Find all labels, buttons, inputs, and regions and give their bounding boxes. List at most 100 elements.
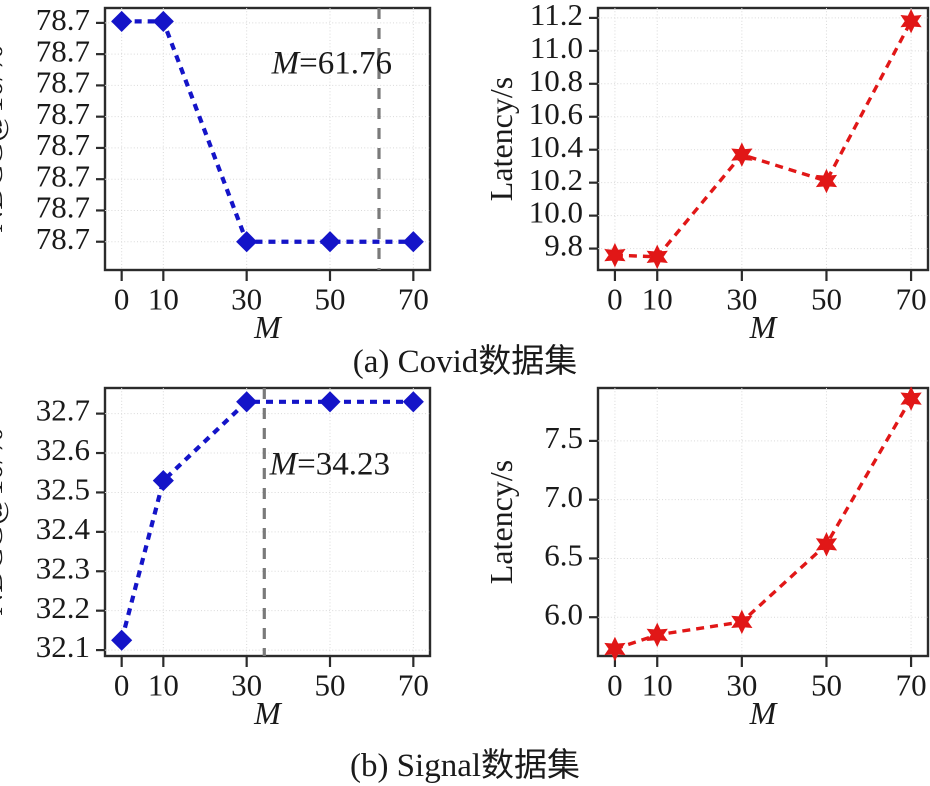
x-axis: 0 10 30 50 70 bbox=[114, 656, 429, 702]
y-tick-label: 11.0 bbox=[530, 30, 583, 65]
x-tick-label: 70 bbox=[896, 281, 927, 316]
data-point-marker bbox=[604, 242, 626, 268]
x-tick-label: 70 bbox=[398, 667, 429, 702]
data-point-marker bbox=[731, 142, 753, 167]
y-tick-label: 32.1 bbox=[36, 629, 90, 664]
data-point-marker bbox=[111, 10, 133, 32]
x-tick-label: 0 bbox=[607, 281, 623, 316]
panel-signal-ndcg: 32.1 32.2 32.3 32.4 32.5 32.6 32.7 0 10 30 50 70 M ND… bbox=[0, 386, 432, 731]
x-tick-label: 70 bbox=[896, 667, 927, 702]
plot-frame bbox=[103, 386, 432, 658]
y-tick-label: 10.8 bbox=[529, 63, 583, 98]
x-axis-title: M bbox=[749, 695, 779, 731]
x-tick-label: 70 bbox=[398, 281, 429, 316]
y-axis-title: NDCG@10/% bbox=[0, 45, 9, 233]
data-point-marker bbox=[815, 532, 838, 557]
data-point-marker bbox=[646, 244, 668, 270]
threshold-label: M=34.23 bbox=[269, 447, 390, 483]
x-tick-label: 30 bbox=[231, 281, 262, 316]
grid bbox=[105, 8, 430, 270]
y-tick-label: 11.2 bbox=[530, 0, 583, 32]
x-tick-label: 0 bbox=[114, 667, 130, 702]
data-point-marker bbox=[236, 391, 258, 413]
grid bbox=[598, 8, 928, 270]
y-tick-label: 78.7 bbox=[36, 2, 90, 37]
caption-covid: (a) Covid数据集 bbox=[352, 344, 578, 380]
y-tick-label: 32.4 bbox=[36, 511, 91, 546]
y-tick-label: 32.6 bbox=[36, 432, 90, 467]
y-tick-label: 7.0 bbox=[544, 479, 583, 514]
data-point-marker bbox=[152, 470, 174, 492]
x-tick-label: 50 bbox=[811, 667, 842, 702]
x-tick-label: 10 bbox=[148, 281, 179, 316]
x-tick-label: 50 bbox=[811, 281, 842, 316]
x-axis-title: M bbox=[253, 695, 283, 731]
y-axis: 9.810.010.210.410.610.811.011.2 bbox=[529, 0, 598, 263]
data-point-marker bbox=[319, 391, 341, 413]
series-markers bbox=[604, 386, 922, 662]
y-tick-label: 78.7 bbox=[36, 221, 90, 256]
data-point-marker bbox=[402, 391, 424, 413]
data-point-marker bbox=[111, 629, 133, 651]
panel-covid-ndcg: 78.7 78.7 78.7 78.7 78.7 78.7 78.7 78.7 0 10 30 50 7… bbox=[0, 2, 432, 345]
x-tick-label: 30 bbox=[726, 281, 757, 316]
data-point-marker bbox=[319, 231, 341, 253]
y-axis: 32.1 32.2 32.3 32.4 32.5 32.6 32.7 bbox=[36, 393, 105, 664]
panel-signal-latency: 6.0 6.5 7.0 7.5 0 10 30 50 70 M Latency/s bbox=[483, 386, 930, 731]
grid bbox=[598, 388, 928, 656]
x-axis: 0 10 30 50 70 bbox=[607, 270, 927, 316]
y-tick-label: 78.7 bbox=[36, 96, 90, 131]
x-tick-label: 50 bbox=[315, 667, 346, 702]
y-tick-label: 6.0 bbox=[544, 596, 583, 631]
y-tick-label: 10.4 bbox=[529, 129, 584, 164]
y-tick-label: 10.2 bbox=[529, 162, 583, 197]
x-axis-title: M bbox=[253, 309, 283, 345]
plot-frame bbox=[596, 386, 930, 658]
y-axis-title: Latency/s bbox=[483, 460, 519, 584]
data-point-marker bbox=[900, 8, 922, 34]
x-tick-label: 0 bbox=[607, 667, 623, 702]
x-tick-label: 30 bbox=[231, 667, 262, 702]
y-tick-label: 9.8 bbox=[544, 228, 583, 263]
y-axis: 6.0 6.5 7.0 7.5 bbox=[544, 420, 598, 631]
threshold-label: M=61.76 bbox=[271, 46, 392, 82]
x-tick-label: 30 bbox=[726, 667, 757, 702]
x-axis: 0 10 30 50 70 bbox=[114, 270, 429, 316]
y-axis-title: Latency/s bbox=[483, 77, 519, 201]
plot-frame bbox=[103, 6, 432, 272]
y-axis-title: NDCG@10/% bbox=[0, 428, 9, 616]
x-tick-label: 0 bbox=[114, 281, 130, 316]
y-tick-label: 32.7 bbox=[36, 393, 90, 428]
series-markers bbox=[111, 10, 424, 253]
y-tick-label: 10.0 bbox=[529, 195, 583, 230]
data-point-marker bbox=[604, 636, 626, 662]
data-point-marker bbox=[900, 386, 922, 411]
series-markers bbox=[111, 391, 424, 651]
y-tick-label: 10.6 bbox=[529, 96, 583, 131]
y-tick-label: 32.2 bbox=[36, 590, 90, 625]
data-point-marker bbox=[646, 622, 668, 648]
y-tick-label: 78.7 bbox=[36, 65, 90, 100]
data-point-marker bbox=[731, 609, 753, 635]
x-axis-title: M bbox=[749, 309, 779, 345]
x-axis: 0 10 30 50 70 bbox=[607, 656, 927, 702]
y-tick-label: 78.7 bbox=[36, 158, 90, 193]
plot-frame bbox=[596, 6, 930, 272]
data-point-marker bbox=[815, 168, 838, 194]
x-tick-label: 50 bbox=[315, 281, 346, 316]
x-tick-label: 10 bbox=[148, 667, 179, 702]
caption-signal: (b) Signal数据集 bbox=[349, 748, 581, 784]
y-tick-label: 7.5 bbox=[544, 420, 583, 455]
data-point-marker bbox=[402, 231, 424, 253]
y-tick-label: 32.5 bbox=[36, 472, 90, 507]
y-tick-label: 78.7 bbox=[36, 127, 90, 162]
y-tick-label: 6.5 bbox=[544, 538, 583, 573]
panel-covid-latency: 9.8 10.0 10.2 10.4 10.6 10.8 11.0 11.2 0 10 30 50 70… bbox=[483, 0, 930, 345]
data-point-marker bbox=[236, 231, 258, 253]
x-tick-label: 10 bbox=[642, 667, 673, 702]
series-markers bbox=[604, 8, 922, 270]
y-tick-label: 78.7 bbox=[36, 33, 90, 68]
y-axis: 78.778.778.778.778.778.778.778.7 bbox=[36, 2, 105, 256]
data-point-marker bbox=[152, 10, 174, 32]
y-tick-label: 32.3 bbox=[36, 550, 90, 585]
